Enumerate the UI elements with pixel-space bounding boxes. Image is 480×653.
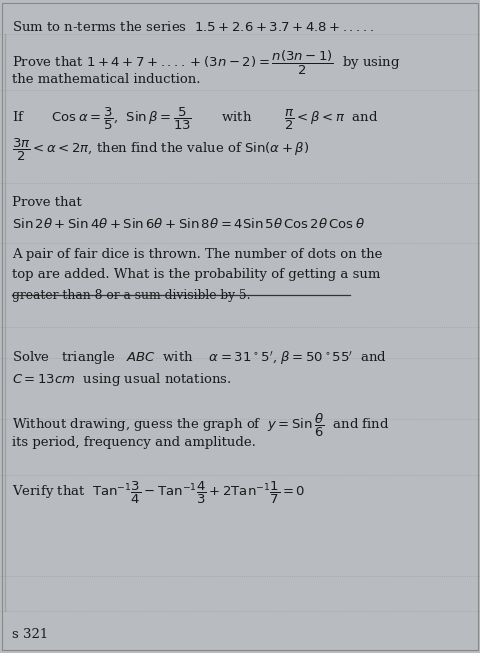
Text: $\dfrac{3\pi}{2}<\alpha<2\pi$, then find the value of $\mathrm{Sin}(\alpha+\beta: $\dfrac{3\pi}{2}<\alpha<2\pi$, then find… bbox=[12, 137, 309, 163]
Text: Prove that: Prove that bbox=[12, 196, 82, 209]
Text: s 321: s 321 bbox=[12, 628, 48, 641]
Text: the mathematical induction.: the mathematical induction. bbox=[12, 73, 201, 86]
Text: top are added. What is the probability of getting a sum: top are added. What is the probability o… bbox=[12, 268, 380, 281]
Text: Verify that  $\mathrm{Tan}^{-1}\dfrac{3}{4}-\mathrm{Tan}^{-1}\dfrac{4}{3}+2\math: Verify that $\mathrm{Tan}^{-1}\dfrac{3}{… bbox=[12, 480, 305, 506]
Text: A pair of fair dice is thrown. The number of dots on the: A pair of fair dice is thrown. The numbe… bbox=[12, 248, 383, 261]
Text: If       $\mathrm{Cos}\,\alpha=\dfrac{3}{5}$,  $\mathrm{Sin}\,\beta=\dfrac{5}{13: If $\mathrm{Cos}\,\alpha=\dfrac{3}{5}$, … bbox=[12, 106, 378, 132]
Text: Without drawing, guess the graph of  $y=\mathrm{Sin}\,\dfrac{\theta}{6}$  and fi: Without drawing, guess the graph of $y=\… bbox=[12, 411, 389, 439]
Text: $C=13cm$  using usual notations.: $C=13cm$ using usual notations. bbox=[12, 371, 232, 388]
Text: greater than 8 or a sum divisible by 5.: greater than 8 or a sum divisible by 5. bbox=[12, 289, 251, 302]
Text: Prove that $1+4+7+....+(3n-2)=\dfrac{n(3n-1)}{2}$  by using: Prove that $1+4+7+....+(3n-2)=\dfrac{n(3… bbox=[12, 49, 400, 77]
Text: $\mathrm{Sin}\,2\theta+\mathrm{Sin}\,4\theta+\mathrm{Sin}\,6\theta+\mathrm{Sin}\: $\mathrm{Sin}\,2\theta+\mathrm{Sin}\,4\t… bbox=[12, 217, 365, 231]
Text: Sum to n-terms the series  $1.5+2.6+3.7+4.8+.....$: Sum to n-terms the series $1.5+2.6+3.7+4… bbox=[12, 20, 374, 33]
Text: Solve   triangle   $\mathit{ABC}$  with    $\alpha=31^\circ5'$, $\beta=50^\circ5: Solve triangle $\mathit{ABC}$ with $\alp… bbox=[12, 349, 387, 367]
Text: its period, frequency and amplitude.: its period, frequency and amplitude. bbox=[12, 436, 256, 449]
